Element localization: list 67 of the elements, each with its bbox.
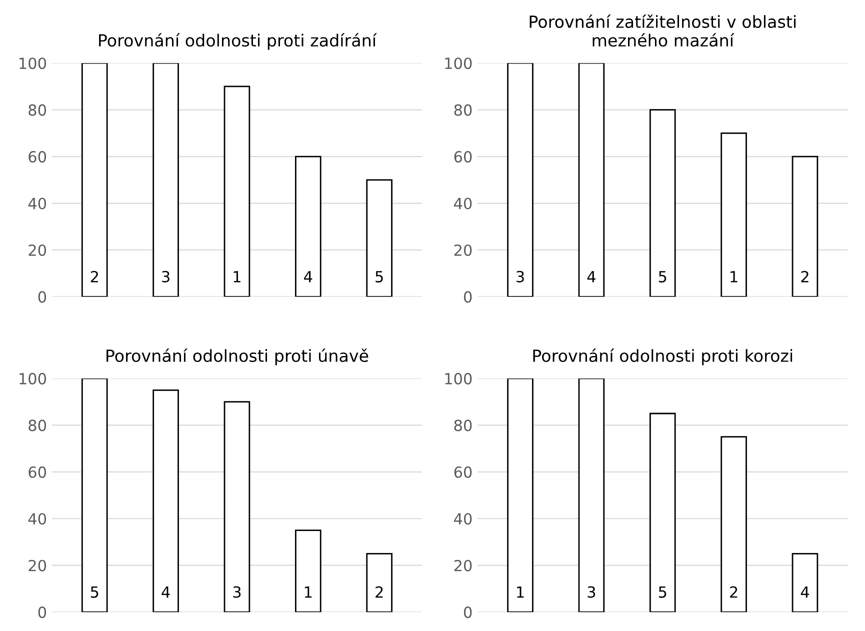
bar: [649, 412, 676, 612]
chart-title: Porovnání odolnosti proti korozi: [533, 348, 792, 366]
bar: [295, 156, 322, 297]
x-tick-label: 5: [658, 586, 666, 598]
chart-title: Porovnání zatížitelnosti v oblasti mezného mazání: [530, 14, 796, 47]
y-tick-label: 0: [464, 606, 472, 618]
y-tick-label: 20: [28, 244, 46, 256]
bar: [366, 179, 392, 297]
x-tick-label: 4: [587, 271, 596, 282]
x-tick-label: 3: [233, 586, 241, 598]
y-tick-label: 60: [28, 151, 46, 163]
x-tick-label: 2: [730, 586, 738, 598]
bar: [81, 63, 108, 297]
x-tick-label: 1: [517, 586, 524, 598]
y-tick-label: 40: [28, 198, 46, 210]
x-tick-label: 2: [801, 270, 808, 282]
bar: [295, 530, 322, 612]
y-tick-label: 100: [445, 58, 472, 70]
x-tick-label: 5: [376, 271, 383, 282]
x-tick-label: 4: [800, 586, 809, 598]
chart-title: Porovnání odolnosti proti zadírání: [99, 33, 377, 50]
bar: [720, 436, 747, 612]
y-tick-label: 80: [454, 420, 472, 432]
x-tick-label: 3: [162, 270, 170, 282]
x-tick-label: 1: [730, 271, 738, 282]
bar: [224, 86, 250, 297]
x-tick-label: 1: [234, 271, 240, 282]
x-tick-label: 2: [90, 270, 98, 282]
bar: [507, 378, 534, 612]
y-tick-label: 40: [454, 513, 472, 525]
y-tick-label: 0: [464, 291, 472, 303]
x-tick-label: 5: [658, 271, 666, 282]
y-tick-label: 20: [454, 244, 472, 256]
y-tick-label: 40: [28, 513, 46, 525]
x-tick-label: 2: [376, 586, 383, 598]
y-tick-label: 60: [454, 466, 472, 478]
y-tick-label: 20: [28, 560, 46, 572]
chart-title: Porovnání odolnosti proti únavě: [106, 348, 368, 366]
bar: [578, 63, 605, 297]
y-tick-label: 100: [20, 372, 46, 384]
x-tick-label: 1: [304, 586, 312, 598]
x-tick-label: 3: [588, 586, 596, 598]
y-tick-label: 100: [20, 58, 46, 70]
bar: [152, 63, 179, 297]
bar: [81, 378, 108, 612]
y-tick-label: 40: [454, 198, 472, 210]
y-tick-label: 60: [454, 151, 472, 163]
bar: [578, 378, 605, 612]
y-tick-label: 80: [28, 104, 46, 116]
y-tick-label: 80: [454, 104, 472, 116]
y-tick-label: 60: [28, 466, 46, 478]
bar: [224, 401, 250, 612]
bar: [366, 552, 392, 612]
x-tick-label: 4: [304, 271, 312, 282]
y-tick-label: 20: [454, 560, 472, 572]
y-tick-label: 80: [28, 420, 46, 432]
x-tick-label: 4: [162, 586, 170, 598]
bar: [720, 132, 747, 297]
bar: [649, 109, 676, 297]
y-tick-label: 0: [38, 291, 46, 303]
y-tick-label: 100: [445, 372, 472, 384]
x-tick-label: 5: [90, 586, 98, 598]
bar: [507, 63, 534, 297]
x-tick-label: 3: [516, 270, 524, 282]
y-tick-label: 0: [38, 606, 46, 618]
bar: [792, 156, 818, 297]
bar: [152, 389, 179, 612]
